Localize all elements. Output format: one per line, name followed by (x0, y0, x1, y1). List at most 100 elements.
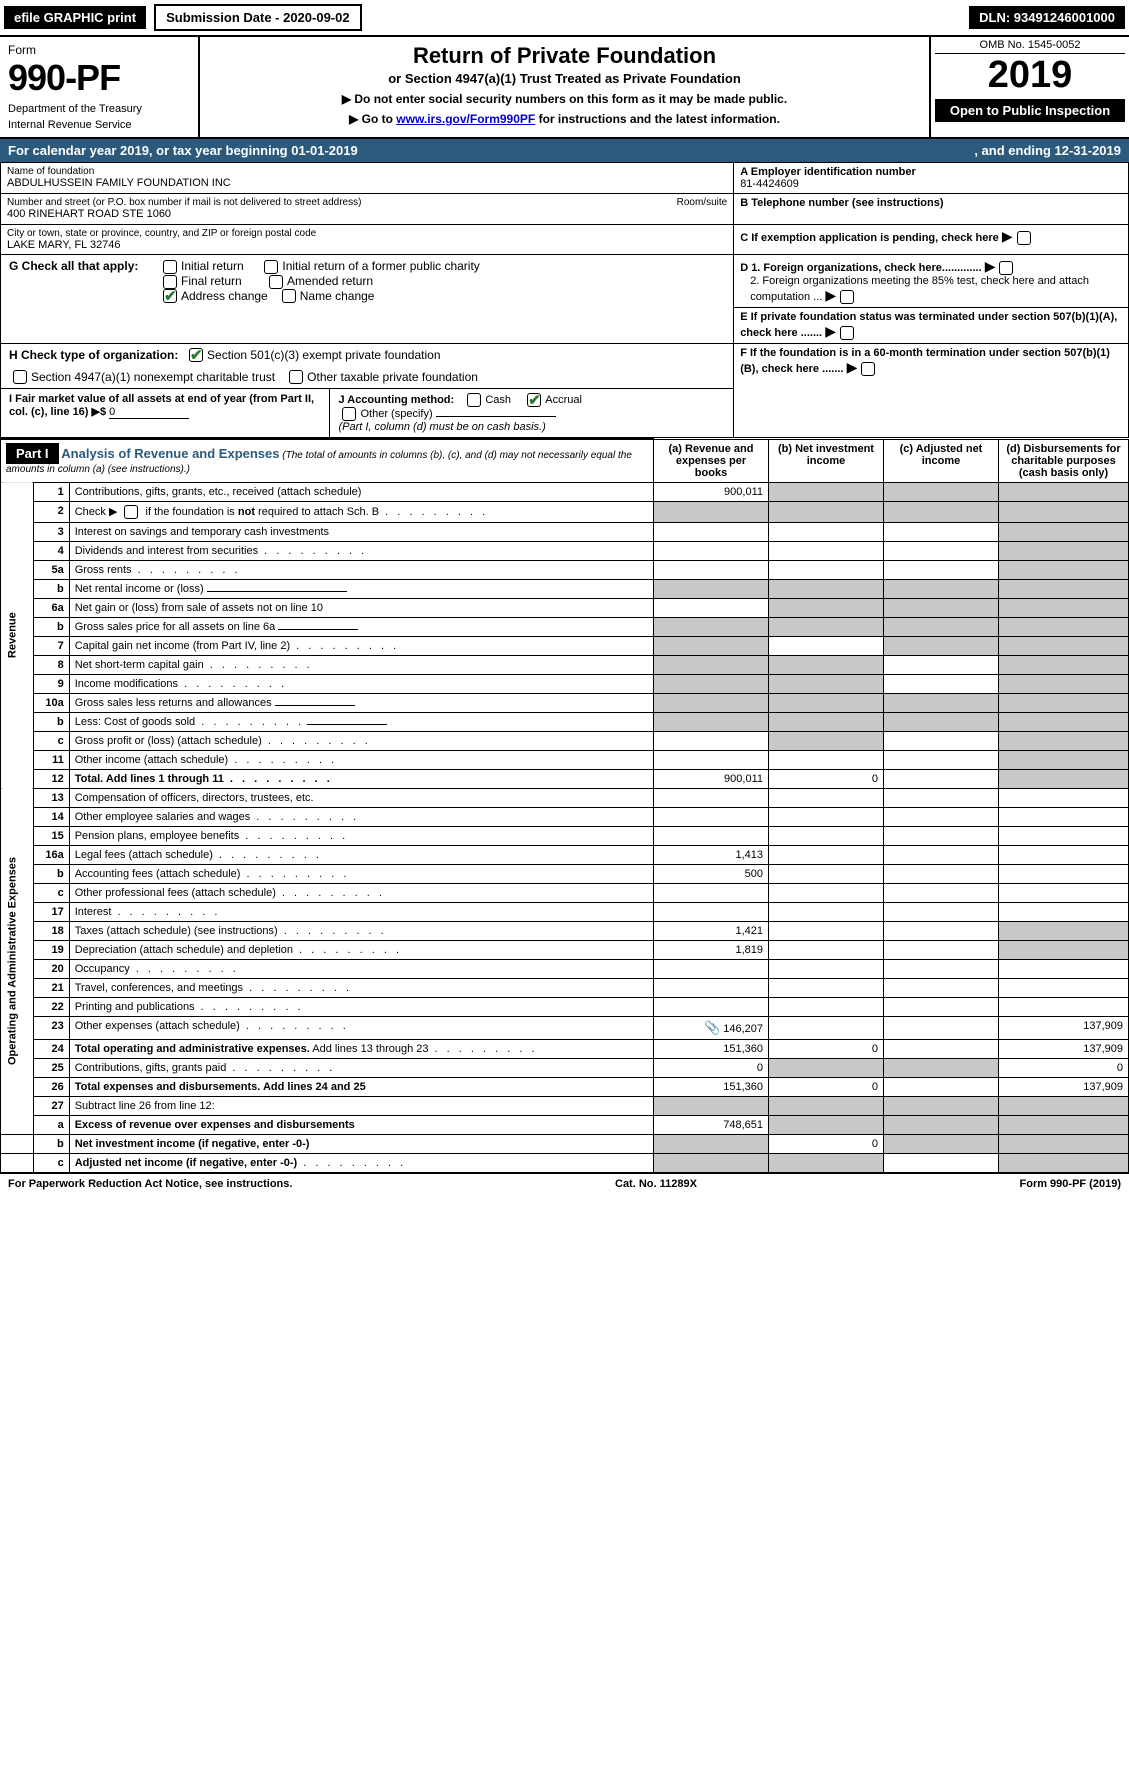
name-change-label: Name change (300, 289, 375, 303)
line-num: 27 (33, 1096, 69, 1115)
table-row: 25Contributions, gifts, grants paid00 (1, 1058, 1129, 1077)
other-method-checkbox[interactable] (342, 407, 356, 421)
other-taxable-checkbox[interactable] (289, 370, 303, 384)
calendar-year-row: For calendar year 2019, or tax year begi… (0, 139, 1129, 162)
initial-return-checkbox[interactable] (163, 260, 177, 274)
line-desc: Excess of revenue over expenses and disb… (69, 1115, 653, 1134)
form-title-block: Return of Private Foundation or Section … (200, 37, 929, 137)
line-num: b (33, 712, 69, 731)
efile-print-button[interactable]: efile GRAPHIC print (4, 6, 146, 29)
table-row: Operating and Administrative Expenses 13… (1, 788, 1129, 807)
cell-d: 137,909 (999, 1016, 1129, 1039)
g-label: G Check all that apply: (9, 259, 159, 273)
status-terminated-checkbox[interactable] (840, 326, 854, 340)
4947-checkbox[interactable] (13, 370, 27, 384)
line-num: 4 (33, 541, 69, 560)
table-row: 18Taxes (attach schedule) (see instructi… (1, 921, 1129, 940)
d1-label: D 1. Foreign organizations, check here..… (740, 258, 1122, 275)
footer-center: Cat. No. 11289X (615, 1178, 697, 1190)
table-row: 16aLegal fees (attach schedule)1,413 (1, 845, 1129, 864)
foreign-org-checkbox[interactable] (999, 261, 1013, 275)
cell-b: 0 (769, 1077, 884, 1096)
amended-return-checkbox[interactable] (269, 275, 283, 289)
table-row: 24Total operating and administrative exp… (1, 1039, 1129, 1058)
line-desc: Printing and publications (69, 997, 653, 1016)
address-change-checkbox[interactable] (163, 289, 177, 303)
line-num: c (33, 883, 69, 902)
line-desc: Other income (attach schedule) (69, 750, 653, 769)
col-a-header: (a) Revenue and expenses per books (654, 439, 769, 482)
line-desc: Adjusted net income (if negative, enter … (69, 1153, 653, 1172)
line-num: 2 (33, 501, 69, 522)
line-num: 8 (33, 655, 69, 674)
form990pf-link[interactable]: www.irs.gov/Form990PF (396, 112, 535, 126)
line-desc: Gross sales price for all assets on line… (69, 617, 653, 636)
initial-former-checkbox[interactable] (264, 260, 278, 274)
cell-c (884, 482, 999, 501)
telephone-label: B Telephone number (see instructions) (740, 197, 1122, 209)
501c3-checkbox[interactable] (189, 348, 203, 362)
line-num: 19 (33, 940, 69, 959)
line-num: 16a (33, 845, 69, 864)
name-change-checkbox[interactable] (282, 289, 296, 303)
form-id-block: Form 990-PF Department of the Treasury I… (0, 37, 200, 137)
sch-b-checkbox[interactable] (124, 505, 138, 519)
line-desc: Other expenses (attach schedule) (69, 1016, 653, 1039)
line-num: 5a (33, 560, 69, 579)
line-num: 21 (33, 978, 69, 997)
address-value: 400 RINEHART ROAD STE 1060 (7, 208, 727, 220)
form-year-block: OMB No. 1545-0052 2019 Open to Public In… (929, 37, 1129, 137)
line-desc: Check ▶ if the foundation is not require… (69, 501, 653, 522)
cell-d: 137,909 (999, 1039, 1129, 1058)
attachment-icon[interactable]: 📎 (704, 1020, 720, 1035)
line-desc: Pension plans, employee benefits (69, 826, 653, 845)
line-num: 14 (33, 807, 69, 826)
city-value: LAKE MARY, FL 32746 (7, 239, 727, 251)
cell-b: 0 (769, 769, 884, 788)
table-row: 20Occupancy (1, 959, 1129, 978)
foreign-85-checkbox[interactable] (840, 290, 854, 304)
exemption-checkbox[interactable] (1017, 231, 1031, 245)
table-row: 23Other expenses (attach schedule)📎 146,… (1, 1016, 1129, 1039)
footer-left: For Paperwork Reduction Act Notice, see … (8, 1178, 292, 1190)
accrual-label: Accrual (545, 394, 582, 406)
line-num: a (33, 1115, 69, 1134)
line-desc: Interest (69, 902, 653, 921)
page-footer: For Paperwork Reduction Act Notice, see … (0, 1173, 1129, 1194)
table-row: 7Capital gain net income (from Part IV, … (1, 636, 1129, 655)
line-desc: Accounting fees (attach schedule) (69, 864, 653, 883)
cell-b (769, 482, 884, 501)
cell-a: 900,011 (654, 769, 769, 788)
60month-checkbox[interactable] (861, 362, 875, 376)
line-desc: Depreciation (attach schedule) and deple… (69, 940, 653, 959)
table-row: cAdjusted net income (if negative, enter… (1, 1153, 1129, 1172)
cash-checkbox[interactable] (467, 393, 481, 407)
line-num: 1 (33, 482, 69, 501)
line-num: 9 (33, 674, 69, 693)
form-number: 990-PF (8, 57, 190, 99)
addr-label-text: Number and street (or P.O. box number if… (7, 197, 361, 208)
dept-irs: Internal Revenue Service (8, 119, 190, 131)
line-num: b (33, 617, 69, 636)
address-change-label: Address change (181, 289, 268, 303)
cell-a: 1,819 (654, 940, 769, 959)
accrual-checkbox[interactable] (527, 393, 541, 407)
line-num: 25 (33, 1058, 69, 1077)
part1-table: Part I Analysis of Revenue and Expenses … (0, 438, 1129, 1173)
dln-label: DLN: 93491246001000 (969, 6, 1125, 29)
form-header: Form 990-PF Department of the Treasury I… (0, 37, 1129, 139)
table-row: 12Total. Add lines 1 through 11900,0110 (1, 769, 1129, 788)
line-desc: Gross sales less returns and allowances (69, 693, 653, 712)
line-desc: Other professional fees (attach schedule… (69, 883, 653, 902)
other-taxable-label: Other taxable private foundation (307, 370, 478, 384)
line-desc: Net investment income (if negative, ente… (69, 1134, 653, 1153)
line-num: b (33, 864, 69, 883)
cell-b: 0 (769, 1134, 884, 1153)
line-desc: Legal fees (attach schedule) (69, 845, 653, 864)
instr-goto: ▶ Go to www.irs.gov/Form990PF for instru… (208, 112, 921, 126)
table-row: 4Dividends and interest from securities (1, 541, 1129, 560)
submission-date-button[interactable]: Submission Date - 2020-09-02 (154, 4, 362, 31)
table-row: bLess: Cost of goods sold (1, 712, 1129, 731)
line-desc: Contributions, gifts, grants, etc., rece… (69, 482, 653, 501)
e-label: E If private foundation status was termi… (740, 311, 1117, 339)
